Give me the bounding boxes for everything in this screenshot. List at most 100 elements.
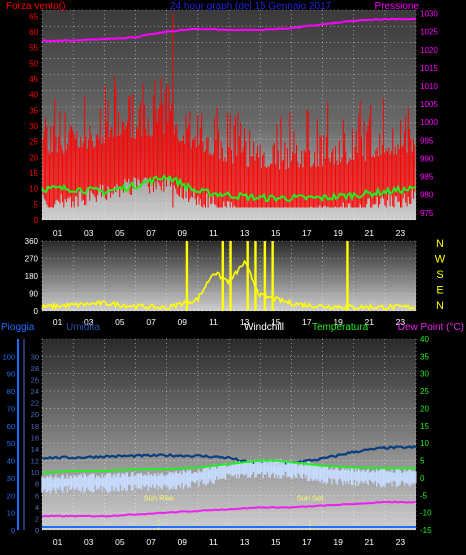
pressure-y-tick: 995 [420,136,434,145]
panel2-x-tick: 17 [302,317,312,327]
compass-label: W [435,254,446,266]
panel3-x-tick: 11 [209,537,218,547]
panel2-x-tick: 19 [333,317,343,327]
humidity-y-tick: 12 [31,457,39,466]
direction-y-tick: 360 [25,237,39,246]
temperature-y-tick: 30 [420,370,429,379]
panel1-x-tick: 23 [396,228,406,238]
panel3-x-tick: 05 [115,537,125,547]
rain-y-tick: 80 [7,387,15,396]
panel1-x-tick: 01 [53,228,63,238]
wind-direction-series [41,259,416,311]
panel2-x-tick: 15 [271,317,281,327]
temperature-y-tick: -15 [420,526,432,535]
panel1-x-tick: 03 [84,228,94,238]
sun-marker-label: Sun Rise [144,493,174,502]
panel1-x-tick: 17 [302,228,312,238]
panel3-x-tick: 21 [365,537,375,547]
temperature-y-tick: -10 [420,509,432,518]
panel1-x-tick: 15 [271,228,281,238]
wind-y-tick: 40 [29,91,38,100]
humidity-y-tick: 22 [31,399,39,408]
humidity-y-tick: 24 [31,387,39,396]
panel3-x-tick: 13 [240,537,250,547]
wind-y-tick: 0 [34,216,39,225]
humidity-y-tick: 8 [35,480,39,489]
temperature-plot-area [42,339,416,530]
direction-y-tick: 180 [25,272,39,281]
panel2-x-tick: 13 [240,317,250,327]
rain-y-tick: 90 [7,370,15,379]
pressure-series [41,17,417,43]
wind-y-tick: 5 [34,200,39,209]
direction-y-tick: 90 [29,290,38,299]
panel2-x-tick: 01 [53,317,63,327]
dewpoint-series [42,500,417,518]
panel3-x-tick: 01 [53,537,63,547]
temperature-y-tick: 25 [420,387,429,396]
direction-y-tick: 0 [34,307,39,316]
rain-y-tick: 10 [7,509,15,518]
humidity-y-tick: 26 [31,376,39,385]
rain-y-tick: 70 [7,404,15,413]
compass-label: S [436,269,443,281]
pressure-axis-title: Pressione [375,1,420,12]
rain-y-tick: 50 [7,439,15,448]
humidity-y-tick: 28 [31,364,39,373]
humidity-y-tick: 6 [35,491,39,500]
wind-y-tick: 65 [29,12,38,21]
humidity-y-tick: 18 [31,422,39,431]
pressure-y-tick: 980 [420,191,434,200]
temperature-y-tick: 20 [420,404,429,413]
panel3-x-tick: 17 [302,537,312,547]
wind-axis-title: Forza vento() [6,1,65,12]
wind-y-tick: 60 [29,28,38,37]
panel3-x-tick: 07 [146,537,156,547]
humidity-y-tick: 30 [31,352,39,361]
humidity-y-tick: 14 [31,445,39,454]
panel1-x-tick: 09 [178,228,188,238]
wind-y-tick: 15 [29,169,38,178]
humidity-y-tick: 4 [35,503,39,512]
panel2-x-tick: 09 [178,317,188,327]
humidity-y-tick: 10 [31,468,39,477]
pressure-y-tick: 975 [420,209,434,218]
panel1-x-tick: 19 [333,228,343,238]
humidity-y-tick: 2 [35,514,39,523]
wind-y-tick: 55 [29,44,38,53]
panel1-x-tick: 11 [209,228,218,238]
wind-y-tick: 50 [29,59,38,68]
wind-y-tick: 35 [29,106,38,115]
panel3-x-tick: 23 [396,537,406,547]
compass-label: E [436,285,443,297]
sun-marker-label: Sun Set [297,493,325,502]
temperature-y-tick: 35 [420,352,429,361]
pressure-y-tick: 1025 [420,28,438,37]
dewpoint-legend: Dew Point (°C) [398,322,464,333]
pressure-y-tick: 1010 [420,82,438,91]
pressure-y-tick: 1005 [420,100,438,109]
temperature-y-tick: 0 [420,474,425,483]
rain-y-tick: 40 [7,457,15,466]
temperature-legend: Temperatura [312,322,369,333]
wind-y-tick: 45 [29,75,38,84]
panel3-x-tick: 03 [84,537,94,547]
humidity-series [41,445,417,467]
rain-y-tick: 100 [2,352,15,361]
rain-y-tick: 0 [11,526,15,535]
panel3-x-tick: 19 [333,537,343,547]
temperature-y-tick: 10 [420,439,429,448]
wind-y-tick: 20 [29,153,38,162]
panel1-x-tick: 13 [240,228,250,238]
windchill-legend: Windchill [244,322,284,333]
humidity-y-tick: 0 [35,526,39,535]
pressure-y-tick: 1030 [420,10,438,19]
panel2-x-tick: 03 [84,317,94,327]
rain-legend: Pioggia [1,322,35,333]
panel2-x-tick: 07 [146,317,156,327]
pressure-y-tick: 1015 [420,64,438,73]
windchill-series [41,458,417,494]
wind-average-series [41,174,417,203]
temperature-y-tick: 40 [420,335,429,344]
temperature-y-tick: -5 [420,491,428,500]
